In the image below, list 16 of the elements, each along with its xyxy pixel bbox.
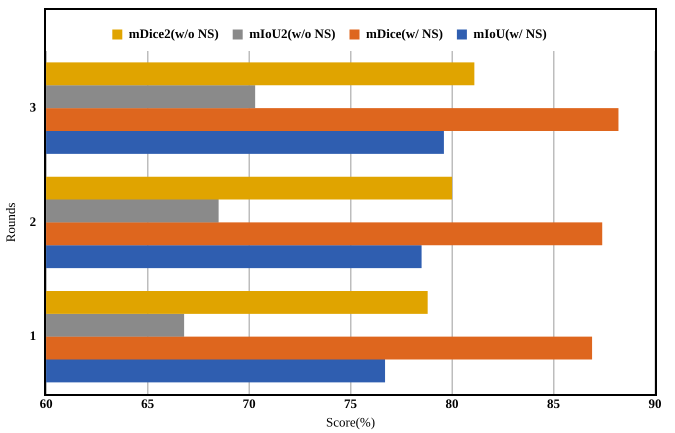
y-tick-label: 1 bbox=[30, 328, 36, 344]
legend-label: mIoU(w/ NS) bbox=[473, 26, 547, 41]
y-tick-label: 3 bbox=[30, 99, 37, 114]
x-tick-label: 70 bbox=[242, 396, 256, 411]
x-tick-label: 85 bbox=[547, 396, 561, 411]
y-axis-title: Rounds bbox=[3, 202, 18, 242]
x-tick-label: 80 bbox=[446, 396, 459, 411]
x-tick-label: 75 bbox=[344, 396, 358, 411]
x-tick-label: 60 bbox=[40, 396, 53, 411]
legend-label: mDice(w/ NS) bbox=[366, 26, 443, 41]
x-tick-label: 90 bbox=[648, 396, 662, 411]
x-axis-title: Score(%) bbox=[326, 414, 376, 430]
x-tick-label: 65 bbox=[141, 396, 155, 411]
legend-label: mIoU2(w/o NS) bbox=[249, 26, 336, 41]
legend-label: mDice2(w/o NS) bbox=[128, 26, 219, 41]
y-tick-label: 2 bbox=[30, 214, 36, 229]
